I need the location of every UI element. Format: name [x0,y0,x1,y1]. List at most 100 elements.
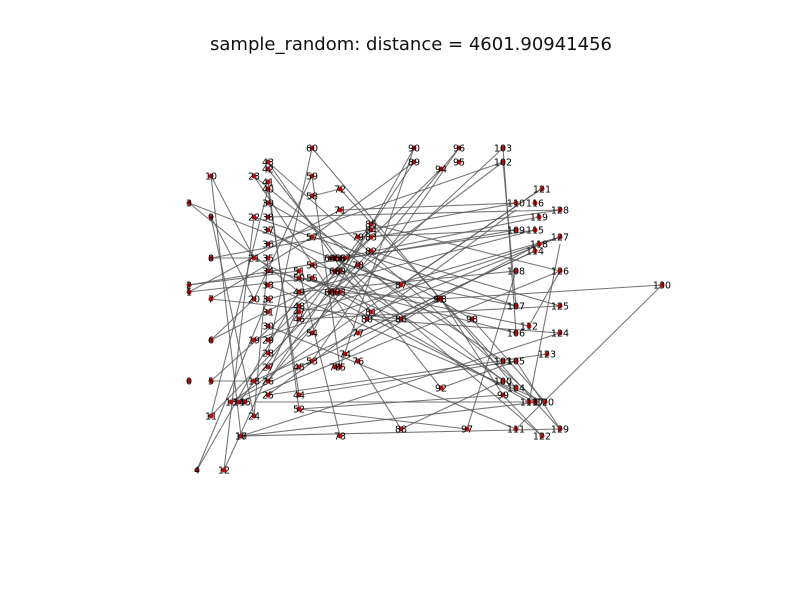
graph-node [186,282,192,288]
graph-node [557,426,563,432]
graph-node [296,275,302,281]
graph-node [186,378,192,384]
graph-edge [440,298,504,396]
graph-edge [267,147,504,368]
node-label: 88 [395,425,407,436]
node-label: 35 [262,254,274,265]
graph-edge [267,209,517,396]
graph-node [500,159,506,165]
graph-node [238,433,244,439]
graph-node [309,275,315,281]
node-label: 81 [365,308,377,319]
graph-node [456,145,462,151]
graph-node [208,413,214,419]
node-label: 54 [306,329,318,340]
graph-edge [357,360,402,430]
node-label: 86 [395,315,407,326]
node-label: 95 [453,158,465,169]
node-label: 52 [293,405,305,416]
graph-edge [339,147,415,368]
node-label: 115 [526,226,544,237]
node-label: 80 [361,315,373,326]
graph-node [500,378,506,384]
graph-edge [298,236,561,313]
graph-node [327,289,333,295]
node-label: 121 [533,185,551,196]
graph-node [539,186,545,192]
graph-edge [334,291,442,300]
node-label: 60 [306,144,318,155]
graph-node [659,282,665,288]
graph-edge [329,257,402,286]
node-label: 90 [408,144,420,155]
graph-edge [357,250,536,334]
graph-node [332,364,338,370]
graph-node [456,159,462,165]
graph-edge [210,298,255,341]
node-label: 110 [507,199,525,210]
graph-node [557,234,563,240]
graph-node [208,214,214,220]
graph-edge [298,270,341,437]
edges-layer [188,147,663,471]
graph-edge [502,147,517,334]
graph-node [309,262,315,268]
node-label: 25 [262,391,274,402]
graph-edge [196,298,269,471]
graph-node [513,227,519,233]
node-label: 31 [262,308,274,319]
graph-edge [370,209,561,238]
node-label: 41 [262,178,274,189]
graph-node [265,159,271,165]
node-label: 58 [306,192,318,203]
node-label: 38 [262,213,274,224]
graph-node [411,145,417,151]
node-label: 102 [494,158,512,169]
graph-node [557,207,563,213]
graph-node [296,268,302,274]
node-label: 40 [262,185,274,196]
node-label: 94 [435,165,447,176]
graph-edge [311,161,415,238]
node-label: 116 [526,199,544,210]
node-label: 96 [453,144,465,155]
graph-node [513,200,519,206]
node-label: 8 [208,254,214,265]
graph-node [265,268,271,274]
graph-node [265,214,271,220]
graph-node [513,358,519,364]
graph-edge [253,175,313,300]
node-label: 28 [262,349,274,360]
nodes-layer [186,145,665,473]
node-label: 21 [248,254,260,265]
graph-edge [339,188,561,430]
graph-node [539,433,545,439]
node-label: 129 [551,425,569,436]
node-label: 53 [306,357,318,368]
node-label: 118 [530,240,548,251]
graph-node [194,467,200,473]
node-label: 98 [466,315,478,326]
graph-node [332,268,338,274]
node-label: 73 [334,432,346,443]
graph-node [208,378,214,384]
graph-node [355,358,361,364]
node-label: 16 [235,432,247,443]
graph-node [355,262,361,268]
graph-node [368,309,374,315]
node-label: 18 [248,377,260,388]
graph-node [265,227,271,233]
node-label: 51 [293,267,305,278]
graph-node [500,392,506,398]
graph-node [438,166,444,172]
graph-node [342,351,348,357]
node-label: 69 [334,267,346,278]
graph-edge [370,223,561,272]
node-label: 71 [334,206,346,217]
graph-node [265,378,271,384]
node-label: 17 [235,432,247,443]
graph-node [265,337,271,343]
node-label: 106 [507,329,525,340]
graph-edge [344,229,536,259]
